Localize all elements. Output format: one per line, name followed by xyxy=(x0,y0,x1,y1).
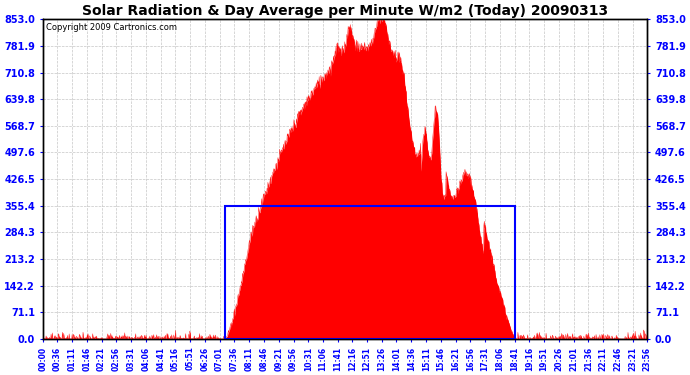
Title: Solar Radiation & Day Average per Minute W/m2 (Today) 20090313: Solar Radiation & Day Average per Minute… xyxy=(82,4,608,18)
Bar xyxy=(226,206,515,339)
Text: Copyright 2009 Cartronics.com: Copyright 2009 Cartronics.com xyxy=(46,22,177,32)
